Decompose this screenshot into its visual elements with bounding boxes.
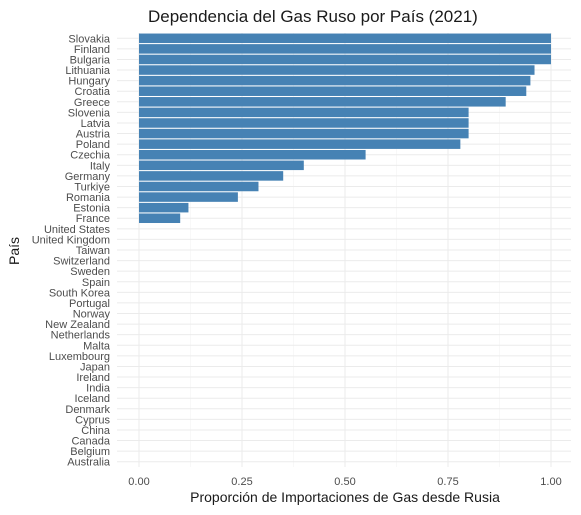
y-tick-label: United Kingdom <box>32 234 110 246</box>
y-tick-label: China <box>81 425 111 437</box>
y-tick-label: Spain <box>82 277 110 289</box>
bar <box>139 86 527 96</box>
y-tick-label: Japan <box>80 361 110 373</box>
y-tick-label: United States <box>44 224 111 236</box>
y-tick-label: Latvia <box>81 118 111 130</box>
y-tick-label: Czechia <box>70 150 111 162</box>
bar <box>139 160 304 171</box>
x-tick-label: 1.00 <box>540 476 561 488</box>
y-tick-label: Greece <box>74 97 110 109</box>
y-tick-label: Hungary <box>68 76 110 88</box>
y-tick-label: Romania <box>66 192 111 204</box>
y-tick-labels: SlovakiaFinlandBulgariaLithuaniaHungaryC… <box>32 33 111 468</box>
y-tick-label: Finland <box>74 44 110 56</box>
x-tick-label: 0.00 <box>128 476 149 488</box>
y-tick-label: Ireland <box>76 372 110 384</box>
bars <box>139 33 551 224</box>
x-tick-labels: 0.00 0.25 0.50 0.75 1.00 <box>128 476 561 488</box>
y-tick-label: Austria <box>76 129 111 141</box>
y-tick-label: France <box>76 213 110 225</box>
y-tick-label: Belgium <box>70 446 110 458</box>
y-axis-title: País <box>6 237 22 265</box>
bar <box>139 192 238 202</box>
bar <box>139 33 551 44</box>
y-tick-label: Sweden <box>70 266 110 278</box>
bar <box>139 54 551 65</box>
bar <box>139 171 284 181</box>
y-tick-label: Turkiye <box>74 181 110 193</box>
x-tick-label: 0.25 <box>231 476 252 488</box>
y-tick-label: New Zealand <box>45 319 110 331</box>
y-tick-label: Luxembourg <box>49 351 110 363</box>
bar <box>139 44 551 54</box>
y-tick-label: Switzerland <box>53 256 110 268</box>
y-tick-label: Bulgaria <box>70 54 111 66</box>
bar <box>139 149 366 160</box>
y-tick-label: Taiwan <box>76 245 110 257</box>
x-tick-label: 0.50 <box>334 476 355 488</box>
y-tick-label: Norway <box>73 309 111 321</box>
y-tick-label: India <box>86 383 111 395</box>
y-tick-label: Denmark <box>65 404 110 416</box>
y-tick-label: South Korea <box>49 287 111 299</box>
x-axis-title: Proporción de Importaciones de Gas desde… <box>190 489 500 505</box>
y-tick-label: Iceland <box>75 393 110 405</box>
y-tick-label: Cyprus <box>75 414 110 426</box>
bar <box>139 202 189 213</box>
y-tick-label: Australia <box>67 457 111 469</box>
bar <box>139 213 181 224</box>
y-tick-label: Poland <box>76 139 110 151</box>
x-tick-label: 0.75 <box>437 476 458 488</box>
y-tick-label: Slovenia <box>68 107 111 119</box>
y-tick-label: Croatia <box>75 86 111 98</box>
bar <box>139 139 461 149</box>
y-tick-label: Italy <box>90 160 111 172</box>
y-tick-label: Netherlands <box>51 330 111 342</box>
y-tick-label: Malta <box>83 340 111 352</box>
bar <box>139 65 535 75</box>
bar <box>139 128 469 139</box>
chart-title: Dependencia del Gas Ruso por País (2021) <box>148 7 478 26</box>
bar <box>139 97 506 107</box>
y-tick-label: Lithuania <box>65 65 111 77</box>
y-tick-label: Canada <box>71 436 110 448</box>
bar <box>139 75 531 86</box>
y-tick-label: Germany <box>65 171 111 183</box>
y-tick-label: Portugal <box>69 298 110 310</box>
bar <box>139 181 259 192</box>
bar <box>139 107 469 118</box>
y-tick-label: Estonia <box>73 203 111 215</box>
bar <box>139 118 469 128</box>
y-tick-label: Slovakia <box>68 33 110 45</box>
